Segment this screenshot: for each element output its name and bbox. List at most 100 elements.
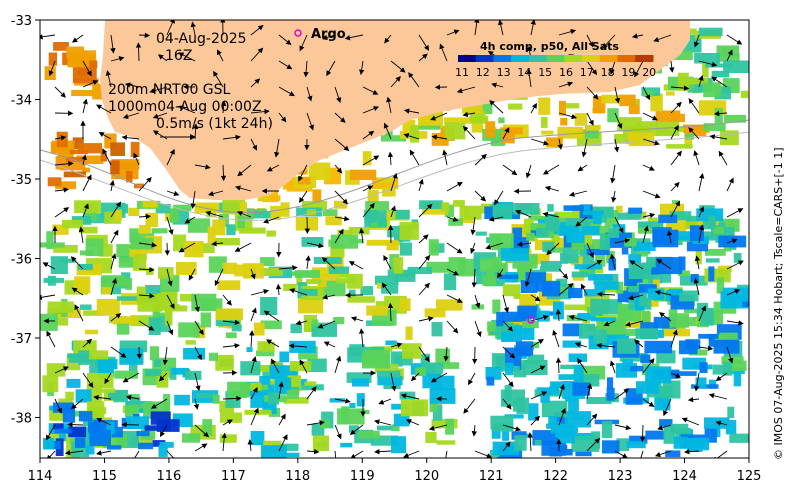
sst-patch <box>588 239 611 250</box>
sst-patch <box>547 204 554 212</box>
current-arrow <box>603 320 616 327</box>
sst-patch <box>94 388 116 393</box>
current-arrow <box>400 393 420 400</box>
current-arrow <box>306 386 317 400</box>
current-arrow <box>418 53 428 62</box>
sst-patch <box>553 412 569 425</box>
sst-patch <box>523 360 548 376</box>
current-arrow <box>586 34 594 48</box>
sst-patch <box>742 300 749 307</box>
sst-patch <box>287 172 296 187</box>
current-arrow <box>152 130 168 140</box>
x-tick-label: 118 <box>285 469 310 484</box>
current-arrow <box>194 346 202 361</box>
sst-patch <box>173 204 192 211</box>
sst-patch <box>260 297 278 315</box>
sst-patch <box>85 238 104 257</box>
current-arrow <box>82 338 93 348</box>
sst-patch <box>159 441 174 448</box>
sst-patch <box>89 429 111 447</box>
current-arrow <box>96 450 112 456</box>
x-tick-label: 114 <box>28 469 53 484</box>
current-arrow <box>474 294 481 309</box>
current-arrow <box>726 208 744 218</box>
sst-patch <box>660 270 672 283</box>
current-arrow <box>344 34 364 41</box>
x-axis: 114 115 116 117 118 119 120 121 122 123 124 125 <box>28 458 761 484</box>
sst-patch <box>504 385 512 401</box>
current-arrow <box>471 424 478 437</box>
sst-patch <box>501 311 527 322</box>
current-arrow <box>102 148 112 166</box>
sst-patch <box>558 429 575 444</box>
sst-patch <box>635 328 658 339</box>
sst-patch <box>409 125 420 143</box>
sst-patch <box>329 398 345 403</box>
sst-patch <box>628 132 655 147</box>
sst-patch <box>394 272 416 282</box>
current-arrow <box>542 164 560 175</box>
x-tick-label: 124 <box>672 469 697 484</box>
sst-patch <box>484 206 493 220</box>
sst-patch <box>642 89 654 97</box>
current-arrow <box>614 450 628 458</box>
current-arrow <box>74 304 84 322</box>
current-arrow <box>491 82 504 88</box>
sst-patch <box>669 288 683 293</box>
sst-patch <box>445 418 454 435</box>
sst-patch <box>46 231 54 249</box>
current-arrow <box>334 215 350 222</box>
sst-patch <box>281 452 300 457</box>
sst-patch <box>399 242 412 256</box>
current-arrow <box>642 112 658 121</box>
sst-patch <box>607 108 619 123</box>
current-arrow <box>485 242 504 250</box>
current-arrow <box>54 366 69 374</box>
current-arrow <box>654 289 672 296</box>
sst-patch <box>312 189 322 204</box>
sst-patch <box>670 423 689 434</box>
current-arrow <box>489 100 504 114</box>
current-arrow <box>558 29 577 36</box>
current-arrow <box>488 216 504 222</box>
sst-patch <box>562 323 583 337</box>
current-arrow <box>190 21 196 36</box>
sst-patch <box>485 121 496 137</box>
colorbar-ticks: 11 12 13 14 15 16 17 18 19 20 <box>455 66 656 79</box>
sst-patch <box>577 313 596 321</box>
sst-patch <box>349 402 356 408</box>
sst-patch <box>346 372 372 383</box>
sst-patch <box>424 308 446 318</box>
current-arrow <box>222 294 232 306</box>
sst-patch <box>53 423 64 430</box>
current-arrow <box>586 383 593 400</box>
current-arrow <box>468 372 476 386</box>
colorbar-tick-label: 14 <box>517 66 531 79</box>
sst-patch <box>514 435 527 451</box>
sst-patch <box>391 424 400 432</box>
sst-patch <box>101 282 112 295</box>
current-arrow <box>530 102 537 114</box>
sst-patch <box>391 403 409 410</box>
current-arrow <box>54 135 67 141</box>
sst-patch <box>138 225 151 234</box>
sst-patch <box>675 231 697 241</box>
sst-patch <box>217 280 241 291</box>
current-arrow <box>278 34 292 45</box>
sst-patch <box>226 224 236 236</box>
sst-patch <box>546 423 574 429</box>
current-arrow <box>250 47 264 62</box>
sst-patch <box>517 267 531 279</box>
sst-patch <box>298 288 318 296</box>
current-arrow <box>121 134 140 141</box>
current-arrow <box>387 151 394 166</box>
sst-patch <box>684 135 693 148</box>
sst-patch <box>296 384 324 391</box>
current-arrow <box>138 177 152 192</box>
current-arrow <box>362 86 379 95</box>
sst-patch <box>499 274 519 280</box>
current-arrow <box>271 358 280 374</box>
sst-patch <box>77 263 93 271</box>
sst-patch <box>700 235 725 241</box>
sst-patch <box>383 382 401 390</box>
